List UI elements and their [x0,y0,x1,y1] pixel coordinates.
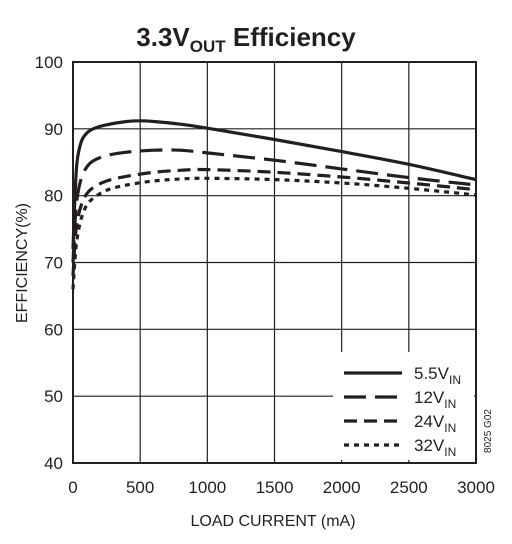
y-axis-label: EFFICIENCY(%) [14,203,31,323]
legend-label-subscript: IN [444,445,456,459]
series-line-1 [71,119,477,250]
legend-label-2: 12VIN [414,388,456,411]
y-tick-label: 90 [44,120,63,139]
chart-title: 3.3VOUT Efficiency [136,22,356,56]
legend-label-main: 12V [414,388,445,407]
x-tick-label: 1000 [188,478,226,497]
x-tick-label: 1500 [256,478,294,497]
y-tick-label: 50 [44,387,63,406]
x-tick-label: 0 [68,478,77,497]
legend-label-main: 5.5V [414,364,450,383]
y-tick-label: 40 [44,454,63,473]
series-group [71,119,477,290]
y-tick-label: 80 [44,187,63,206]
y-tick-label: 70 [44,254,63,273]
series-line-3 [71,167,477,276]
chart-title-rest: Efficiency [226,22,357,52]
x-tick-label: 500 [126,478,154,497]
chart-title-subscript: OUT [190,37,227,56]
legend-label-subscript: IN [444,397,456,411]
legend-label-subscript: IN [444,421,456,435]
legend-label-4: 32VIN [414,436,456,459]
figure-code: 8025 G02 [483,409,494,453]
series-line-2 [71,148,477,263]
x-tick-label: 3000 [457,478,495,497]
x-tick-label: 2000 [323,478,361,497]
tick-labels: 0 500 1000 1500 2000 2500 3000 40 50 60 70 80 90 100 [35,53,495,497]
legend-background [333,352,474,460]
chart-title-main: 3.3V [136,22,190,52]
x-tick-label: 2500 [390,478,428,497]
y-tick-label: 60 [44,320,63,339]
plot-frame [72,61,477,464]
y-tick-label: 100 [35,53,63,72]
legend-label-main: 32V [414,436,445,455]
legend-label-1: 5.5VIN [414,364,461,387]
x-axis-label: LOAD CURRENT (mA) [190,513,355,530]
legend-label-3: 24VIN [414,412,456,435]
legend-label-main: 24V [414,412,445,431]
legend-label-subscript: IN [449,373,461,387]
